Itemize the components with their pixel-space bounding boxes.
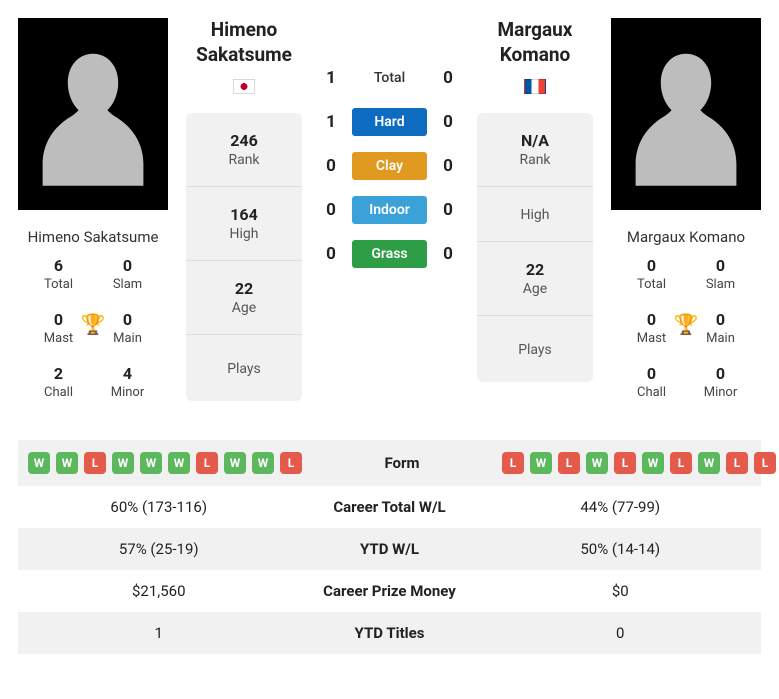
player1-name: HimenoSakatsume — [186, 18, 302, 67]
h2h-p1-score: 0 — [320, 200, 342, 220]
cmp-label: YTD Titles — [290, 624, 490, 642]
h2h-p2-score: 0 — [437, 244, 459, 264]
form-result: W — [586, 452, 608, 474]
player1-header: HimenoSakatsume 246Rank 164High 22Age Pl… — [186, 18, 302, 401]
trophy-icon: 🏆 — [81, 312, 106, 336]
form-result: W — [168, 452, 190, 474]
form-result: W — [112, 452, 134, 474]
form-result: W — [224, 452, 246, 474]
surface-pill-grass[interactable]: Grass — [352, 240, 427, 268]
form-result: W — [28, 452, 50, 474]
h2h-p1-score: 0 — [320, 244, 342, 264]
cmp-row: $21,560 Career Prize Money $0 — [18, 570, 761, 612]
form-result: L — [84, 452, 106, 474]
cmp-p1-value: 60% (173-116) — [28, 498, 290, 516]
form-result: W — [530, 452, 552, 474]
cmp-row: 60% (173-116) Career Total W/L 44% (77-9… — [18, 486, 761, 528]
form-result: L — [614, 452, 636, 474]
form-result: W — [252, 452, 274, 474]
h2h-row-indoor: 0 Indoor 0 — [320, 196, 459, 224]
comparison-table: WWLWWWLWWL Form LWLWLWLWLL 60% (173-116)… — [18, 440, 761, 654]
h2h-p1-score: 1 — [320, 112, 342, 132]
h2h-column: 1 Total 0 1 Hard 0 0 Clay 0 0 Indoor 0 0 — [320, 18, 459, 284]
form-result: L — [280, 452, 302, 474]
h2h-row-hard: 1 Hard 0 — [320, 108, 459, 136]
cmp-label: YTD W/L — [290, 540, 490, 558]
h2h-p1-score: 1 — [320, 68, 342, 88]
cmp-row: 57% (25-19) YTD W/L 50% (14-14) — [18, 528, 761, 570]
cmp-label: Career Prize Money — [290, 582, 490, 600]
trophy-icon: 🏆 — [674, 312, 699, 336]
player1-stat-column: 246Rank 164High 22Age Plays — [186, 113, 302, 401]
player1-name-caption: Himeno Sakatsume — [18, 210, 168, 256]
player2-card: Margaux Komano 🏆 0Total 0Slam 0Mast 0Mai… — [611, 18, 761, 412]
player2-avatar — [611, 18, 761, 210]
player2-header: MargauxKomano N/ARank High 22Age Plays — [477, 18, 593, 382]
cmp-row-form: WWLWWWLWWL Form LWLWLWLWLL — [18, 440, 761, 486]
cmp-row: 1 YTD Titles 0 — [18, 612, 761, 654]
player1-title-stats: 🏆 6Total 0Slam 0Mast 0Main 2Chall 4Minor — [18, 256, 168, 412]
cmp-p2-value: 44% (77-99) — [490, 498, 752, 516]
form-result: W — [140, 452, 162, 474]
form-result: L — [196, 452, 218, 474]
h2h-row-clay: 0 Clay 0 — [320, 152, 459, 180]
h2h-p2-score: 0 — [437, 156, 459, 176]
player1-avatar — [18, 18, 168, 210]
cmp-label: Form — [302, 454, 502, 472]
form-result: L — [754, 452, 776, 474]
h2h-p2-score: 0 — [437, 68, 459, 88]
player2-title-stats: 🏆 0Total 0Slam 0Mast 0Main 0Chall 0Minor — [611, 256, 761, 412]
form-result: L — [502, 452, 524, 474]
cmp-label: Career Total W/L — [290, 498, 490, 516]
player2-name-caption: Margaux Komano — [611, 210, 761, 256]
cmp-p2-value: $0 — [490, 582, 752, 600]
form-result: W — [698, 452, 720, 474]
form-result: W — [56, 452, 78, 474]
h2h-p1-score: 0 — [320, 156, 342, 176]
form-result: L — [726, 452, 748, 474]
h2h-row-total: 1 Total 0 — [320, 64, 459, 92]
surface-pill-indoor[interactable]: Indoor — [352, 196, 427, 224]
form-result: L — [670, 452, 692, 474]
surface-pill-hard[interactable]: Hard — [352, 108, 427, 136]
cmp-p1-value: 1 — [28, 624, 290, 642]
player1-card: Himeno Sakatsume 🏆 6Total 0Slam 0Mast 0M… — [18, 18, 168, 412]
surface-pill-clay[interactable]: Clay — [352, 152, 427, 180]
cmp-p1-value: $21,560 — [28, 582, 290, 600]
cmp-p2-value: 50% (14-14) — [490, 540, 752, 558]
form-result: W — [642, 452, 664, 474]
h2h-row-grass: 0 Grass 0 — [320, 240, 459, 268]
player2-stat-column: N/ARank High 22Age Plays — [477, 113, 593, 382]
player2-form: LWLWLWLWLL — [502, 452, 776, 474]
surface-pill-total[interactable]: Total — [352, 64, 427, 92]
player1-form: WWLWWWLWWL — [28, 452, 302, 474]
form-result: L — [558, 452, 580, 474]
flag-fr-icon — [524, 79, 546, 94]
cmp-p2-value: 0 — [490, 624, 752, 642]
cmp-p1-value: 57% (25-19) — [28, 540, 290, 558]
h2h-p2-score: 0 — [437, 112, 459, 132]
h2h-p2-score: 0 — [437, 200, 459, 220]
flag-jp-icon — [233, 79, 255, 94]
player2-name: MargauxKomano — [477, 18, 593, 67]
